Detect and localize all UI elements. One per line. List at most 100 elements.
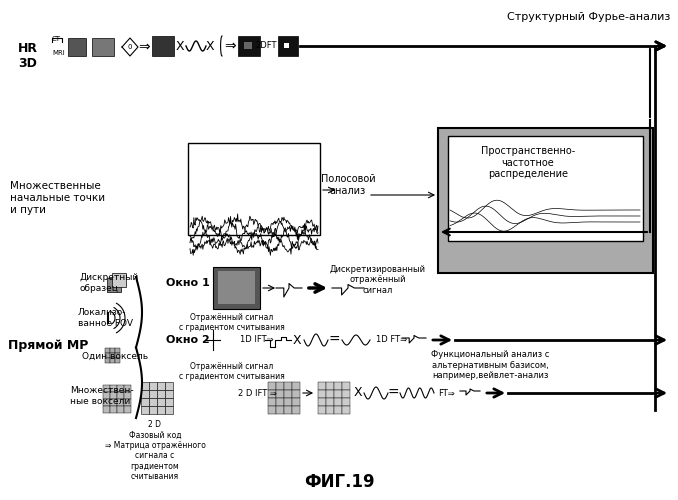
Bar (165, 382, 173, 390)
Bar (117, 392, 124, 399)
Bar (284, 406, 292, 414)
Bar (110, 392, 117, 399)
Bar (218, 271, 255, 304)
Bar (110, 385, 117, 392)
Text: =: = (328, 333, 340, 347)
Bar (105, 353, 110, 358)
Text: 1D FT⇒: 1D FT⇒ (376, 336, 407, 344)
Bar (326, 390, 334, 398)
Text: FT⇒: FT⇒ (438, 388, 455, 398)
Bar (141, 406, 149, 414)
Bar (334, 390, 342, 398)
Bar (124, 406, 131, 413)
Text: =: = (387, 386, 399, 400)
Bar (334, 406, 342, 414)
Bar (188, 143, 320, 235)
Bar (103, 392, 110, 399)
Bar (103, 385, 110, 392)
Text: 2DFT: 2DFT (255, 42, 277, 50)
Text: MRI: MRI (52, 50, 65, 56)
Text: Пространственно-
частотное
распределение: Пространственно- частотное распределение (481, 146, 575, 179)
Text: Прямой МР: Прямой МР (8, 338, 88, 351)
Bar (276, 382, 284, 390)
Text: 1D IFT⇒: 1D IFT⇒ (240, 336, 274, 344)
Text: 2 D
Фазовый код
⇒ Матрица отражённого
сигнала с
градиентом
считывания: 2 D Фазовый код ⇒ Матрица отражённого си… (104, 420, 205, 481)
Bar (292, 390, 300, 398)
Bar (110, 358, 115, 363)
Bar (92, 38, 114, 56)
Bar (276, 406, 284, 414)
Bar (284, 390, 292, 398)
Bar (115, 358, 120, 363)
Bar (278, 36, 298, 56)
Bar (112, 273, 126, 287)
Text: 2 D IFT ⇒: 2 D IFT ⇒ (238, 388, 277, 398)
Bar (342, 382, 350, 390)
Text: Отражённый сигнал
с градиентом считывания: Отражённый сигнал с градиентом считывани… (179, 362, 285, 382)
Text: ФИГ.19: ФИГ.19 (304, 473, 374, 491)
Bar (141, 398, 149, 406)
Bar (157, 406, 165, 414)
Bar (117, 399, 124, 406)
Bar (318, 382, 326, 390)
Bar (105, 348, 110, 353)
Bar (284, 382, 292, 390)
Bar (105, 358, 110, 363)
Bar (284, 398, 292, 406)
Bar (149, 406, 157, 414)
Text: Структурный Фурье-анализ: Структурный Фурье-анализ (506, 12, 670, 22)
Bar (149, 390, 157, 398)
Text: Полосовой
анализ: Полосовой анализ (321, 174, 376, 196)
Text: Множествен-
ные воксели: Множествен- ные воксели (70, 386, 134, 406)
Text: CT: CT (52, 36, 61, 42)
Text: Отражённый сигнал
с градиентом считывания: Отражённый сигнал с градиентом считывани… (179, 313, 285, 332)
Bar (292, 398, 300, 406)
Bar (326, 406, 334, 414)
Bar (268, 390, 276, 398)
Text: ⇒: ⇒ (224, 39, 236, 53)
Bar (238, 36, 260, 56)
Bar (334, 382, 342, 390)
Text: Окно 2: Окно 2 (166, 335, 210, 345)
Bar (284, 43, 289, 48)
Text: ⇒: ⇒ (138, 40, 150, 54)
Bar (117, 406, 124, 413)
Bar (110, 399, 117, 406)
Text: X: X (293, 334, 301, 346)
Bar (165, 406, 173, 414)
Text: 0: 0 (127, 44, 132, 50)
Bar (268, 406, 276, 414)
Bar (110, 348, 115, 353)
Bar (276, 398, 284, 406)
Bar (448, 136, 643, 241)
Text: Дискретизированный
отражённый
сигнал: Дискретизированный отражённый сигнал (330, 265, 426, 295)
Bar (110, 406, 117, 413)
Bar (342, 390, 350, 398)
Bar (244, 42, 252, 49)
Bar (149, 382, 157, 390)
Bar (152, 36, 174, 56)
Text: Функциональный анализ с
альтернативным базисом,
например,вейвлет-анализ: Функциональный анализ с альтернативным б… (431, 350, 549, 380)
Bar (107, 278, 121, 292)
Text: X: X (205, 40, 214, 52)
Text: X: X (176, 40, 184, 52)
Bar (124, 385, 131, 392)
Bar (124, 399, 131, 406)
Bar (157, 390, 165, 398)
Text: HR
3D: HR 3D (18, 42, 38, 70)
Bar (342, 398, 350, 406)
Bar (326, 398, 334, 406)
Bar (342, 406, 350, 414)
Bar (318, 398, 326, 406)
Bar (141, 390, 149, 398)
Text: Дискретный
образец: Дискретный образец (80, 274, 139, 292)
Bar (165, 398, 173, 406)
Bar (115, 353, 120, 358)
Bar (68, 38, 86, 56)
Bar (318, 390, 326, 398)
Text: Локализо-
ванное FOV: Локализо- ванное FOV (78, 308, 133, 328)
Bar (213, 267, 260, 309)
Bar (157, 398, 165, 406)
Bar (334, 398, 342, 406)
Bar (141, 382, 149, 390)
